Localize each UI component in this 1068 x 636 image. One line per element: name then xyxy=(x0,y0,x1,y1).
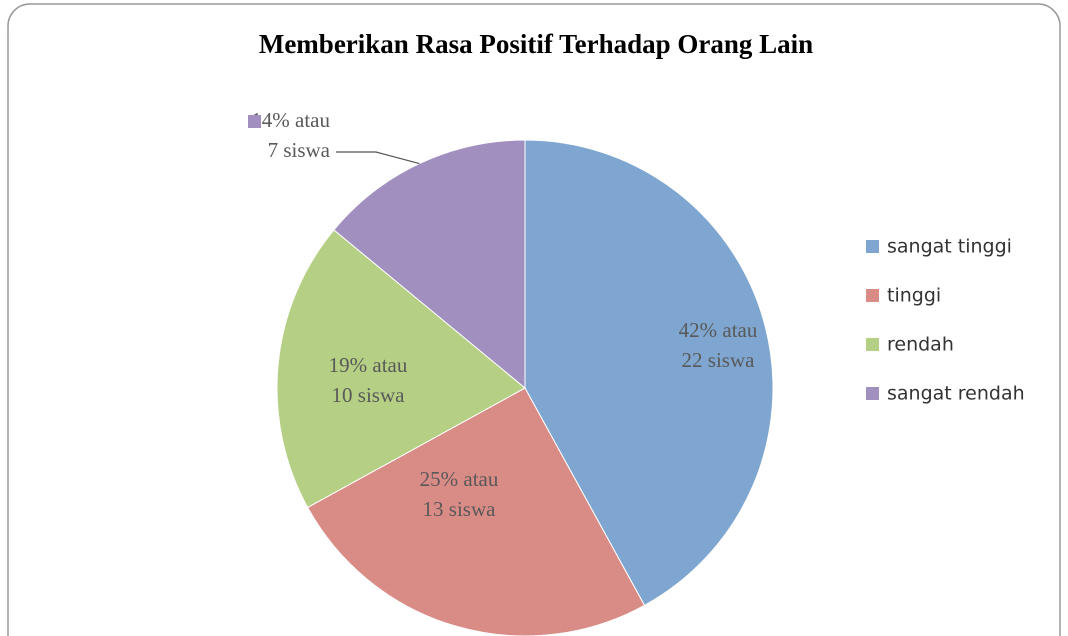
pie-slice xyxy=(306,387,646,636)
pie-slice xyxy=(333,139,526,390)
data-label: 10 siswa xyxy=(332,383,406,407)
pie-slice xyxy=(524,139,774,607)
legend-key xyxy=(866,289,879,302)
legend-label: rendah xyxy=(887,334,954,356)
data-label: 13 siswa xyxy=(423,497,497,521)
data-label: 42% atau xyxy=(679,318,758,342)
data-label: 7 siswa xyxy=(268,138,331,162)
legend-label: sangat rendah xyxy=(887,383,1025,405)
data-label: 22 siswa xyxy=(682,348,756,372)
legend-key xyxy=(866,338,879,351)
chart-title: Memberikan Rasa Positif Terhadap Orang L… xyxy=(259,29,813,59)
data-label: 25% atau xyxy=(420,467,499,491)
data-label: 19% atau xyxy=(329,353,408,377)
legend-key xyxy=(866,387,879,400)
legend-key xyxy=(866,240,879,253)
label-key xyxy=(248,115,261,128)
pie-slice xyxy=(276,229,526,509)
data-label: 14% atau xyxy=(251,108,330,132)
legend-label: sangat tinggi xyxy=(887,236,1012,258)
legend-label: tinggi xyxy=(887,285,941,307)
label-key xyxy=(383,473,396,486)
leader-line xyxy=(336,151,420,165)
